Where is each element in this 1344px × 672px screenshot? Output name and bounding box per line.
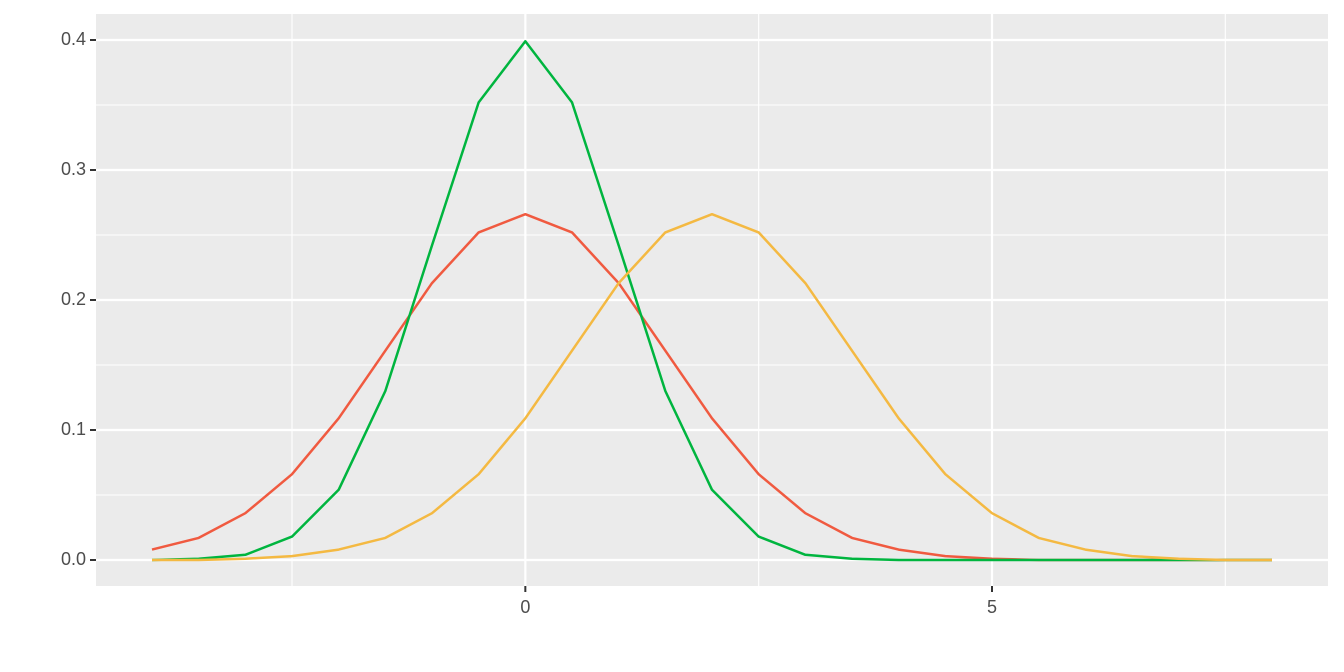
y-tick-label: 0.4 — [61, 29, 86, 49]
x-tick-label: 5 — [987, 597, 997, 617]
y-tick-label: 0.1 — [61, 419, 86, 439]
y-tick-label: 0.3 — [61, 159, 86, 179]
y-tick-label: 0.0 — [61, 549, 86, 569]
line-series — [152, 212, 1272, 562]
x-tick-label: 0 — [520, 597, 530, 617]
line-series — [151, 40, 1272, 562]
y-tick-label: 0.2 — [61, 289, 86, 309]
